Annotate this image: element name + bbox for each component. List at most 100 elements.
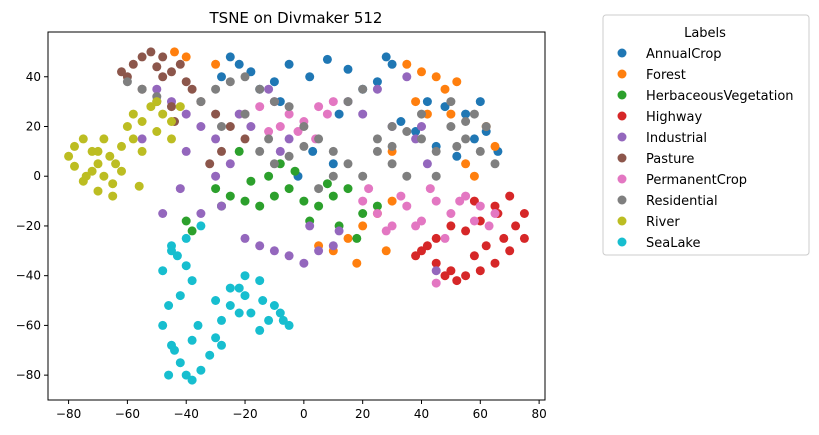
point-sealake [196,365,206,375]
point-river [152,127,162,136]
point-highway [431,233,441,243]
legend-title: Labels [684,26,726,41]
point-river [93,146,103,156]
point-forest [440,84,450,94]
point-pasture [158,72,168,82]
point-herbaceousvegetation [234,146,244,156]
legend-marker [617,132,627,142]
point-river [70,161,79,171]
point-annualcrop [475,97,485,107]
y-tick-label: −40 [16,269,41,283]
legend-marker [617,216,627,226]
point-herbaceousvegetation [290,166,300,176]
point-annualcrop [469,134,479,144]
point-herbaceousvegetation [284,184,294,194]
point-residential [387,122,397,131]
point-sealake [172,251,182,261]
point-forest [170,47,179,57]
point-residential [314,134,324,144]
point-residential [255,146,265,156]
point-residential [240,109,250,119]
point-river [128,134,138,144]
point-annualcrop [269,77,279,87]
point-residential [255,84,265,94]
point-highway [461,226,471,236]
point-river [128,109,138,119]
point-residential [461,134,471,144]
x-tick-label: 40 [414,407,429,421]
point-river [111,159,121,169]
chart-title: TSNE on Divmaker 512 [209,9,383,27]
point-residential [358,171,368,181]
point-residential [387,141,397,151]
point-forest [469,171,479,181]
point-forest [211,59,221,69]
legend-label: Highway [646,110,702,125]
point-river [108,191,118,201]
point-pasture [117,67,126,77]
point-industrial [402,72,412,82]
point-sealake [181,261,191,271]
point-herbaceousvegetation [187,226,197,236]
point-pasture [158,52,168,62]
point-residential [284,151,294,161]
y-axis: −80 −60 −40 −20 0 20 40 [16,70,48,382]
point-highway [446,266,456,276]
point-industrial [217,201,226,211]
point-pasture [240,134,250,144]
y-tick-label: −60 [16,318,41,332]
point-sealake [240,271,250,281]
point-industrial [422,159,432,169]
point-annualcrop [422,97,432,107]
point-sealake [217,340,226,350]
point-residential [372,134,382,144]
point-permanentcrop [431,278,441,288]
point-annualcrop [334,109,344,119]
point-river [117,166,126,176]
y-tick-label: −80 [16,368,41,382]
legend-label: Industrial [646,131,707,146]
x-tick-label: 20 [355,407,370,421]
point-forest [343,233,353,243]
point-highway [461,271,471,281]
x-tick-label: −60 [115,407,140,421]
point-residential [387,159,397,169]
point-sealake [158,266,168,276]
point-highway [422,241,432,251]
point-residential [314,184,324,194]
point-herbaceousvegetation [328,191,338,201]
point-industrial [211,134,221,144]
point-herbaceousvegetation [358,209,368,218]
point-river [134,181,144,191]
point-river [175,102,185,112]
points-layer [64,47,529,385]
point-pasture [205,159,215,169]
point-herbaceousvegetation [240,196,250,206]
point-residential [225,77,235,87]
point-river [105,151,115,161]
point-sealake [225,301,235,310]
point-industrial [328,241,338,251]
point-industrial [269,246,279,256]
point-permanentcrop [255,102,265,112]
point-industrial [314,246,324,256]
point-permanentcrop [446,209,456,218]
point-river [117,141,126,151]
point-forest [452,77,462,87]
point-residential [402,171,412,181]
point-highway [490,201,500,211]
point-annualcrop [343,64,353,74]
point-industrial [240,233,250,243]
point-permanentcrop [372,209,382,218]
point-river [81,171,91,181]
point-annualcrop [387,59,397,69]
x-tick-label: 0 [300,407,308,421]
point-permanentcrop [417,216,426,226]
x-axis: −80 −60 −40 −20 0 20 40 60 80 [56,400,547,421]
point-permanentcrop [264,127,274,136]
legend-label: River [646,215,680,230]
point-highway [469,196,479,206]
point-residential [240,72,250,82]
point-industrial [196,122,206,131]
point-highway [490,258,500,268]
